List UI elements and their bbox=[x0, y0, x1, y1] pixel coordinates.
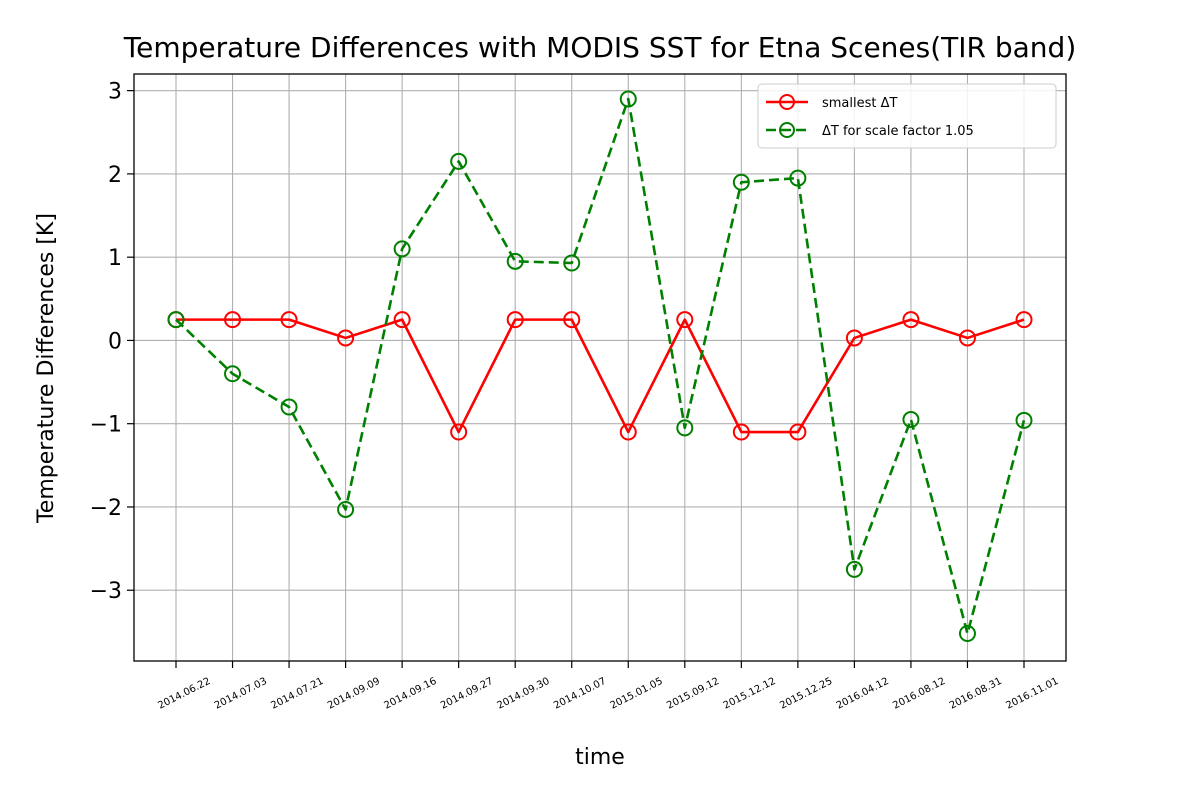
data-point-marker bbox=[563, 311, 581, 329]
data-point-marker bbox=[337, 500, 355, 518]
series-group bbox=[167, 90, 1033, 643]
data-point-marker bbox=[676, 419, 694, 437]
y-tick-label: 1 bbox=[108, 246, 122, 271]
y-tick-label: −2 bbox=[90, 496, 122, 521]
x-axis-label: time bbox=[575, 745, 625, 770]
data-point-marker bbox=[789, 423, 807, 441]
data-point-marker bbox=[958, 625, 976, 643]
data-point-marker bbox=[845, 560, 863, 578]
y-tick-label: 3 bbox=[108, 80, 122, 105]
legend-label: ΔT for scale factor 1.05 bbox=[822, 124, 974, 139]
data-point-marker bbox=[732, 173, 750, 191]
y-axis-label: Temperature Differences [K] bbox=[34, 213, 59, 524]
legend-marker bbox=[779, 94, 795, 110]
plot-area-frame bbox=[133, 73, 1067, 662]
data-point-marker bbox=[1015, 411, 1033, 429]
legend: smallest ΔT ΔT for scale factor 1.05 bbox=[757, 83, 1057, 149]
data-point-marker bbox=[789, 169, 807, 187]
data-point-marker bbox=[676, 311, 694, 329]
data-point-marker bbox=[563, 254, 581, 272]
y-tick-label: 2 bbox=[108, 163, 122, 188]
data-point-marker bbox=[224, 365, 242, 383]
data-point-marker bbox=[280, 398, 298, 416]
data-point-marker bbox=[902, 311, 920, 329]
data-point-marker bbox=[393, 240, 411, 258]
chart-title: Temperature Differences with MODIS SST f… bbox=[123, 31, 1077, 64]
data-point-marker bbox=[224, 311, 242, 329]
y-axis-ticks: −3 −2 −1 0 1 2 3 bbox=[90, 80, 134, 604]
data-point-marker bbox=[450, 423, 468, 441]
data-point-marker bbox=[902, 411, 920, 429]
grid-lines bbox=[134, 74, 1066, 661]
data-point-marker bbox=[167, 311, 185, 329]
data-point-marker bbox=[506, 252, 524, 270]
data-point-marker bbox=[1015, 311, 1033, 329]
series-line bbox=[176, 318, 1025, 434]
data-point-marker bbox=[845, 329, 863, 347]
y-tick-label: 0 bbox=[108, 329, 122, 354]
data-point-marker bbox=[619, 90, 637, 108]
data-point-marker bbox=[280, 311, 298, 329]
y-tick-label: −1 bbox=[90, 413, 122, 438]
series-line bbox=[175, 97, 1026, 635]
data-point-marker bbox=[450, 152, 468, 170]
legend-marker bbox=[779, 122, 795, 138]
legend-box bbox=[757, 83, 1057, 149]
y-tick-label: −3 bbox=[90, 579, 122, 604]
data-point-marker bbox=[506, 311, 524, 329]
data-point-marker bbox=[393, 311, 411, 329]
legend-label: smallest ΔT bbox=[822, 96, 898, 111]
data-point-marker bbox=[337, 329, 355, 347]
data-point-marker bbox=[619, 423, 637, 441]
data-point-marker bbox=[732, 423, 750, 441]
data-point-marker bbox=[958, 329, 976, 347]
